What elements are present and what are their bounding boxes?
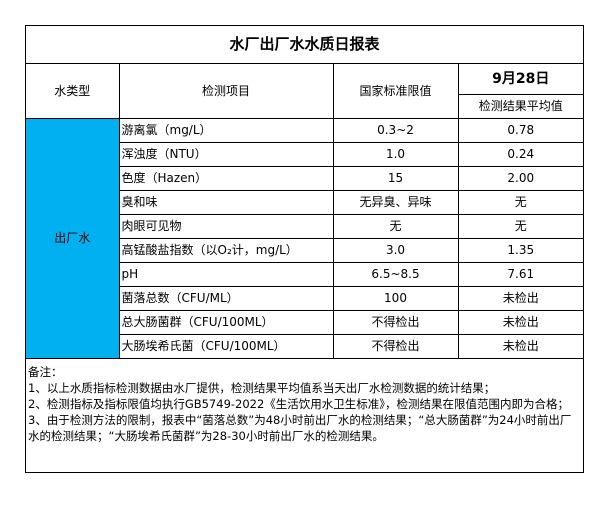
header-result: 检测结果平均值 [458, 94, 583, 119]
header-limit: 国家标准限值 [332, 63, 459, 119]
notes: 备注： 1、以上水质指标检测数据由水厂提供，检测结果平均值系当天出厂水检测数据的… [26, 359, 583, 472]
quality-table: 水厂出厂水水质日报表 水类型 检测项目 国家标准限值 9月28日 检测结果平均值… [26, 26, 583, 359]
table-row: 色度（Hazen） 15 2.00 [26, 166, 583, 191]
item-cell: 菌落总数（CFU/ML） [119, 286, 334, 311]
limit-cell: 15 [332, 166, 459, 191]
limit-cell: 0.3~2 [332, 118, 459, 143]
item-cell: 大肠埃希氏菌（CFU/100ML） [119, 334, 334, 359]
item-cell: 高锰酸盐指数（以O₂计，mg/L） [119, 238, 334, 263]
result-cell: 0.78 [457, 118, 583, 143]
item-cell: 总大肠菌群（CFU/100ML） [119, 310, 334, 335]
limit-cell: 不得检出 [332, 310, 459, 335]
limit-cell: 100 [332, 286, 459, 311]
note-line: 2、检测指标及指标限值均执行GB5749-2022《生活饮用水卫生标准》，检测结… [28, 397, 570, 411]
header-type: 水类型 [26, 63, 120, 119]
result-cell: 未检出 [457, 286, 583, 311]
result-cell: 2.00 [457, 166, 583, 191]
limit-cell: 3.0 [332, 238, 459, 263]
table-row: 总大肠菌群（CFU/100ML） 不得检出 未检出 [26, 310, 583, 335]
result-cell: 无 [457, 190, 583, 215]
note-line: 3、由于检测方法的限制，报表中“菌落总数”为48小时前出厂水的检测结果；“总大肠… [28, 413, 572, 443]
header-item: 检测项目 [118, 63, 334, 119]
limit-cell: 1.0 [332, 142, 459, 167]
result-cell: 1.35 [457, 238, 583, 263]
water-type-cell: 出厂水 [26, 118, 120, 359]
report: 水厂出厂水水质日报表 水类型 检测项目 国家标准限值 9月28日 检测结果平均值… [25, 25, 584, 473]
report-title: 水厂出厂水水质日报表 [26, 26, 583, 64]
result-cell: 无 [457, 214, 583, 239]
limit-cell: 无异臭、异味 [332, 190, 459, 215]
item-cell: pH [119, 262, 334, 287]
header-date: 9月28日 [457, 63, 583, 95]
table-row: 出厂水 游离氯（mg/L） 0.3~2 0.78 [26, 118, 583, 359]
result-cell: 0.24 [457, 142, 583, 167]
result-cell: 未检出 [457, 334, 583, 359]
item-cell: 游离氯（mg/L） [118, 118, 334, 143]
limit-cell: 6.5~8.5 [332, 262, 459, 287]
item-cell: 肉眼可见物 [119, 214, 334, 239]
table-row: 大肠埃希氏菌（CFU/100ML） 不得检出 未检出 [26, 334, 583, 359]
table-row: 肉眼可见物无无 [26, 214, 583, 239]
result-cell: 7.61 [457, 262, 583, 287]
limit-cell: 不得检出 [332, 334, 459, 359]
item-cell: 色度（Hazen） [119, 166, 334, 191]
limit-cell: 无 [332, 214, 459, 239]
table-row: 浑浊度（NTU） 1.0 0.24 [26, 142, 583, 167]
item-cell: 臭和味 [119, 190, 334, 215]
result-cell: 未检出 [457, 310, 583, 335]
item-cell: 浑浊度（NTU） [119, 142, 334, 167]
note-line: 1、以上水质指标检测数据由水厂提供，检测结果平均值系当天出厂水检测数据的统计结果… [28, 381, 496, 395]
table-row: 菌落总数（CFU/ML） 100 未检出 [26, 286, 583, 311]
notes-heading: 备注： [28, 365, 63, 379]
